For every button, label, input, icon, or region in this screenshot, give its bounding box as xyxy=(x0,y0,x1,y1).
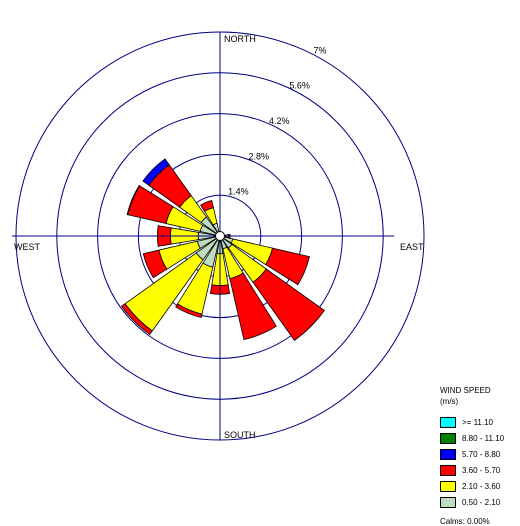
legend-swatch xyxy=(440,481,456,492)
ring-label: 7% xyxy=(313,45,326,55)
ring-label: 4.2% xyxy=(269,116,290,126)
legend-label: >= 11.10 xyxy=(462,418,493,427)
direction-label-south: SOUTH xyxy=(224,430,256,440)
legend-swatch xyxy=(440,417,456,428)
legend-units: (m/s) xyxy=(440,396,518,407)
direction-label-north: NORTH xyxy=(224,34,256,44)
ring-label: 5.6% xyxy=(289,81,310,91)
center-hub xyxy=(216,232,225,241)
legend-label: 5.70 - 8.80 xyxy=(462,450,500,459)
wind-petals xyxy=(122,159,325,341)
legend-entry: 8.80 - 11.10 xyxy=(440,431,518,445)
legend-title: WIND SPEED xyxy=(440,385,518,396)
ring-labels: 1.4% 2.8% 4.2% 5.6% 7% xyxy=(228,45,326,196)
legend-entry: >= 11.10 xyxy=(440,415,518,429)
legend-swatch xyxy=(440,433,456,444)
legend-label: 0.50 - 2.10 xyxy=(462,498,500,507)
legend-entries: >= 11.10 8.80 - 11.10 5.70 - 8.80 3.60 - 5.… xyxy=(440,415,518,509)
direction-label-west: WEST xyxy=(14,242,41,252)
ring-label: 2.8% xyxy=(249,151,270,161)
direction-label-east: EAST xyxy=(400,242,424,252)
legend-label: 8.80 - 11.10 xyxy=(462,434,504,443)
legend-label: 3.60 - 5.70 xyxy=(462,466,500,475)
calms-label: Calms: 0.00% xyxy=(440,517,518,526)
legend-entry: 3.60 - 5.70 xyxy=(440,463,518,477)
legend-swatch xyxy=(440,449,456,460)
compass-axes xyxy=(12,32,394,440)
legend-label: 2.10 - 3.60 xyxy=(462,482,500,491)
legend-swatch xyxy=(440,497,456,508)
legend-entry: 5.70 - 8.80 xyxy=(440,447,518,461)
legend-entry: 0.50 - 2.10 xyxy=(440,495,518,509)
legend: WIND SPEED (m/s) >= 11.10 8.80 - 11.10 5.7… xyxy=(440,385,518,526)
legend-entry: 2.10 - 3.60 xyxy=(440,479,518,493)
ring-label: 1.4% xyxy=(228,187,249,197)
legend-swatch xyxy=(440,465,456,476)
